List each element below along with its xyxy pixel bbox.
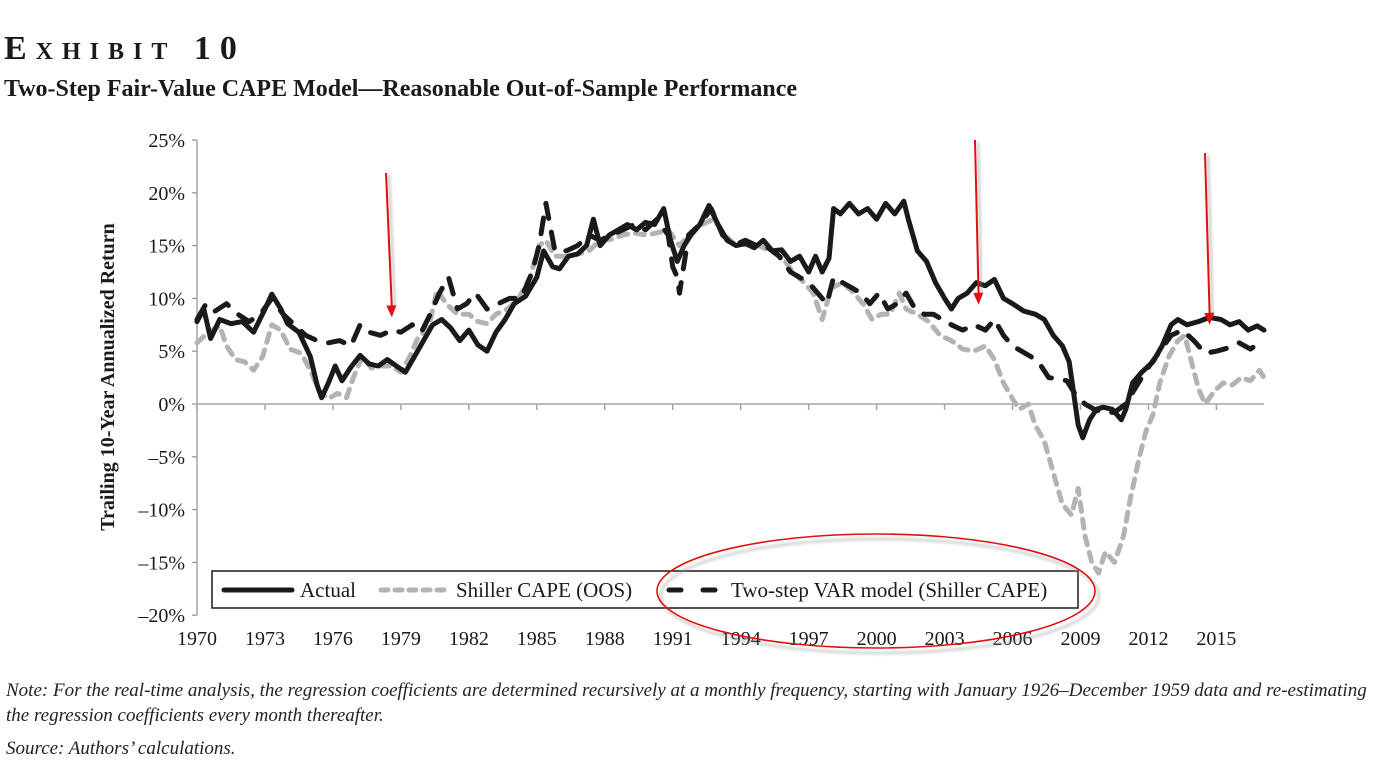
series-layer <box>194 198 1267 576</box>
series-line-two-step-var-model-shiller-cape <box>194 200 1262 415</box>
y-axis-title: Trailing 10-Year Annualized Return <box>97 223 119 531</box>
series-line-actual <box>194 198 1267 441</box>
x-tick-label: 2009 <box>1061 628 1101 650</box>
y-tick-label: 0% <box>158 394 185 416</box>
x-tick-label: 1988 <box>585 628 625 650</box>
chart-title: Two-Step Fair-Value CAPE Model—Reasonabl… <box>4 76 798 102</box>
red-arrow-annotation <box>973 139 984 305</box>
y-tick-label: 10% <box>148 288 185 310</box>
x-tick-label: 1970 <box>177 628 217 650</box>
chart-note: Note: For the real-time analysis, the re… <box>6 680 1367 726</box>
y-tick-label: –20% <box>137 605 185 627</box>
x-tick-label: 1985 <box>517 628 557 650</box>
legend-label-shiller: Shiller CAPE (OOS) <box>456 578 632 602</box>
y-tick-label: –5% <box>147 447 185 469</box>
y-tick-label: –15% <box>137 552 185 574</box>
y-tick-label: –10% <box>137 500 185 522</box>
arrowhead-icon <box>386 305 397 318</box>
y-tick-label: 20% <box>148 183 185 205</box>
arrowhead-icon <box>1204 312 1215 325</box>
x-tick-label: 1976 <box>313 628 353 650</box>
y-tick-label: 5% <box>158 341 185 363</box>
annotations <box>385 139 1215 655</box>
legend-label-var: Two-step VAR model (Shiller CAPE) <box>731 578 1047 602</box>
series-line-shiller-cape-oos <box>194 216 1267 576</box>
x-tick-label: 1982 <box>449 628 489 650</box>
arrowhead-icon <box>973 292 984 305</box>
red-arrow-annotation <box>1204 152 1215 325</box>
y-tick-label: 25% <box>148 130 185 152</box>
exhibit-number: Exhibit 10 <box>4 30 246 67</box>
legend-box <box>211 570 1079 609</box>
chart-source: Source: Authors’ calculations. <box>6 738 236 759</box>
x-tick-label: 2000 <box>857 628 897 650</box>
y-tick-label: 15% <box>148 236 185 258</box>
x-tick-label: 2012 <box>1128 628 1168 650</box>
axes: 25% 20% 15% 10% 5% 0% –5% –10% –15% –20%1970 1973 1… <box>137 130 1264 650</box>
legend: Actual Shiller CAPE (OOS) Two-step VAR m… <box>211 570 1079 609</box>
legend-label-actual: Actual <box>300 578 356 602</box>
x-tick-label: 1979 <box>381 628 421 650</box>
red-arrow-annotation <box>385 172 397 318</box>
x-tick-label: 1991 <box>653 628 693 650</box>
x-tick-label: 1973 <box>245 628 285 650</box>
red-ellipse-annotation <box>656 533 1101 655</box>
x-tick-label: 2015 <box>1196 628 1236 650</box>
